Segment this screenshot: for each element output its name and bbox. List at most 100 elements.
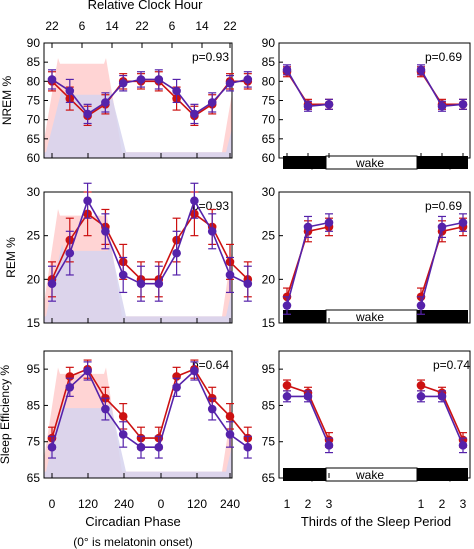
y-tick-label: 75 (262, 94, 276, 108)
data-point-purple (225, 430, 235, 439)
x-tick-label: 1 (418, 497, 425, 511)
data-point-purple (190, 109, 199, 119)
data-point-purple (101, 98, 110, 107)
top-tick-label: 14 (195, 19, 209, 33)
sleep-band-label: sleep (289, 156, 318, 170)
wake-band-label: wake (355, 310, 384, 324)
p-value-label: p=0.64 (192, 358, 229, 372)
y-tick-label: 95 (262, 362, 276, 376)
x-tick-label: 120 (78, 497, 98, 511)
data-point-purple (225, 78, 235, 88)
sleep-envelope-purple (44, 401, 232, 478)
data-point-purple (282, 392, 292, 401)
y-tick-label: 85 (27, 55, 41, 69)
x-tick-label: 0 (49, 497, 56, 511)
y-tick-label: 60 (262, 151, 276, 165)
data-point-purple (154, 279, 164, 289)
data-point-purple (437, 222, 447, 232)
x-tick-label: 3 (326, 497, 333, 511)
sleep-band-label: sleep (427, 310, 456, 324)
y-tick-label: 85 (262, 55, 276, 69)
data-point-purple (83, 366, 92, 376)
y-tick-label: 30 (262, 185, 276, 199)
left-x-axis-note: (0° is melatonin onset) (73, 535, 193, 549)
data-point-purple (154, 75, 164, 84)
y-tick-label: 25 (262, 229, 276, 243)
y-tick-label: 75 (262, 435, 276, 449)
data-point-purple (458, 441, 468, 450)
sleep-band (283, 310, 326, 323)
y-tick-label: 75 (27, 435, 41, 449)
x-tick-label: 240 (220, 497, 240, 511)
y-axis-label: Sleep Efficiency % (0, 365, 12, 464)
data-point-purple (47, 279, 57, 289)
data-point-purple (136, 75, 146, 84)
top-tick-label: 22 (223, 19, 237, 33)
y-tick-label: 25 (27, 229, 41, 243)
data-point-purple (324, 218, 334, 227)
data-point-purple (47, 75, 57, 84)
top-axis-label: Relative Clock Hour (88, 0, 204, 12)
top-tick-label: 6 (79, 19, 86, 33)
y-tick-label: 20 (27, 272, 41, 286)
data-point-purple (65, 86, 75, 96)
sleep-band-label: sleep (427, 468, 456, 482)
series-line-purple (421, 395, 464, 446)
y-tick-label: 65 (27, 471, 41, 485)
wake-band-label: wake (355, 156, 384, 170)
data-point-purple (437, 101, 447, 111)
data-point-purple (136, 442, 146, 452)
data-point-red (416, 381, 426, 390)
data-point-purple (243, 279, 253, 289)
data-point-purple (416, 65, 426, 75)
y-tick-label: 15 (27, 316, 41, 330)
data-point-purple (136, 279, 146, 289)
data-point-purple (243, 442, 253, 452)
y-tick-label: 90 (27, 36, 41, 50)
data-point-purple (324, 100, 334, 109)
left-x-axis-label: Circadian Phase (85, 514, 180, 529)
x-tick-label: 2 (439, 497, 446, 511)
y-tick-label: 15 (262, 316, 276, 330)
top-tick-label: 14 (105, 19, 119, 33)
y-axis-label: REM % (4, 237, 18, 278)
data-point-purple (101, 227, 110, 236)
y-tick-label: 65 (262, 471, 276, 485)
data-point-purple (458, 100, 468, 109)
data-point-purple (47, 442, 57, 452)
y-tick-label: 95 (27, 362, 41, 376)
wake-band-label: wake (355, 468, 384, 482)
data-point-purple (303, 101, 313, 111)
x-tick-label: 0 (158, 497, 165, 511)
data-point-purple (416, 301, 426, 310)
x-tick-label: 240 (114, 497, 134, 511)
y-tick-label: 75 (27, 94, 41, 108)
data-point-purple (65, 382, 75, 392)
p-value-label: p=0.74 (433, 358, 470, 372)
x-tick-label: 3 (460, 497, 467, 511)
y-tick-label: 60 (27, 151, 41, 165)
x-tick-label: 2 (305, 497, 312, 511)
sleep-envelope-purple (44, 244, 232, 323)
data-point-purple (172, 382, 181, 392)
data-point-purple (190, 366, 199, 376)
data-point-purple (65, 248, 75, 258)
sleep-band-label: sleep (427, 156, 456, 170)
p-value-label: p=0.93 (192, 199, 229, 213)
data-point-purple (190, 196, 199, 206)
data-point-purple (172, 248, 181, 258)
data-point-purple (83, 109, 92, 119)
data-point-purple (207, 98, 217, 107)
y-tick-label: 85 (27, 398, 41, 412)
y-tick-label: 70 (262, 113, 276, 127)
data-point-purple (437, 392, 447, 401)
y-tick-label: 30 (27, 185, 41, 199)
data-point-purple (207, 404, 217, 414)
series-line-purple (51, 78, 248, 115)
series-line-purple (287, 395, 330, 446)
series-line-purple (51, 198, 249, 285)
y-axis-label: NREM % (0, 76, 14, 126)
x-tick-label: 1 (284, 497, 291, 511)
p-value-label: p=0.93 (192, 50, 229, 64)
